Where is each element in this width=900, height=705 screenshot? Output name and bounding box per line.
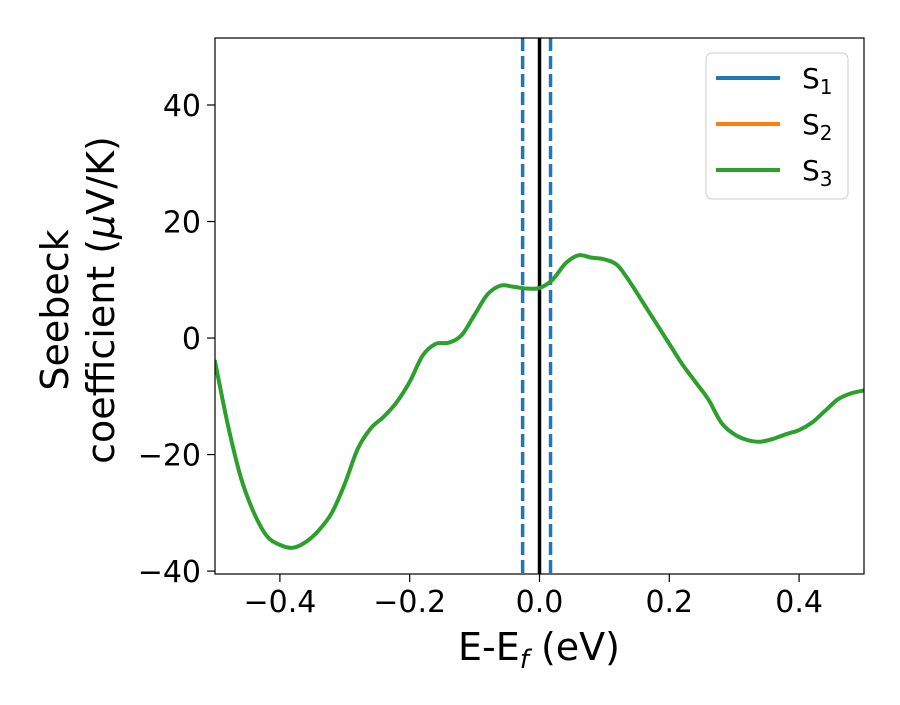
x-axis-label-unit: (eV) [529, 625, 620, 669]
y-axis-label-suffix: V/K) [79, 136, 123, 215]
y-axis-label-line2: coefficient (μV/K) [79, 136, 123, 464]
y-axis-label-line1: Seebeck [33, 229, 77, 390]
y-tick-label: 40 [163, 89, 201, 124]
x-tick-label: 0.4 [775, 585, 823, 620]
x-tick-label: −0.2 [373, 585, 446, 620]
x-tick-label: −0.4 [243, 585, 316, 620]
x-axis-label: E-Ef (eV) [458, 625, 620, 675]
legend-label-name: S [802, 62, 820, 95]
legend-label-name: S [802, 108, 820, 141]
legend-label-sub: 2 [820, 121, 833, 145]
x-tick-label: 0.2 [645, 585, 693, 620]
y-axis-label: Seebeck coefficient (μV/K) [33, 136, 123, 464]
reference-lines [520, 38, 553, 574]
x-tick-label: 0.0 [516, 585, 564, 620]
legend-label-sub: 1 [820, 75, 833, 99]
legend-label-sub: 3 [820, 167, 833, 191]
y-axis-label-prefix: coefficient ( [79, 239, 123, 464]
series-line-1 [215, 253, 864, 550]
legend-label-3: S3 [802, 154, 833, 191]
y-tick-label: −40 [138, 555, 201, 590]
y-tick-label: 20 [163, 206, 201, 241]
x-axis-label-main: E-E [458, 625, 520, 669]
x-axis-ticks: −0.4 −0.2 0.0 0.2 0.4 [243, 574, 823, 620]
legend-label-2: S2 [802, 108, 833, 145]
legend-label-1: S1 [802, 62, 833, 99]
y-axis-label-mu: μ [79, 215, 123, 240]
series-lines [215, 253, 864, 550]
y-tick-label: 0 [182, 322, 201, 357]
legend-label-name: S [802, 154, 820, 187]
y-axis-ticks: −40 −20 0 20 40 [138, 89, 215, 590]
y-tick-label: −20 [138, 439, 201, 474]
